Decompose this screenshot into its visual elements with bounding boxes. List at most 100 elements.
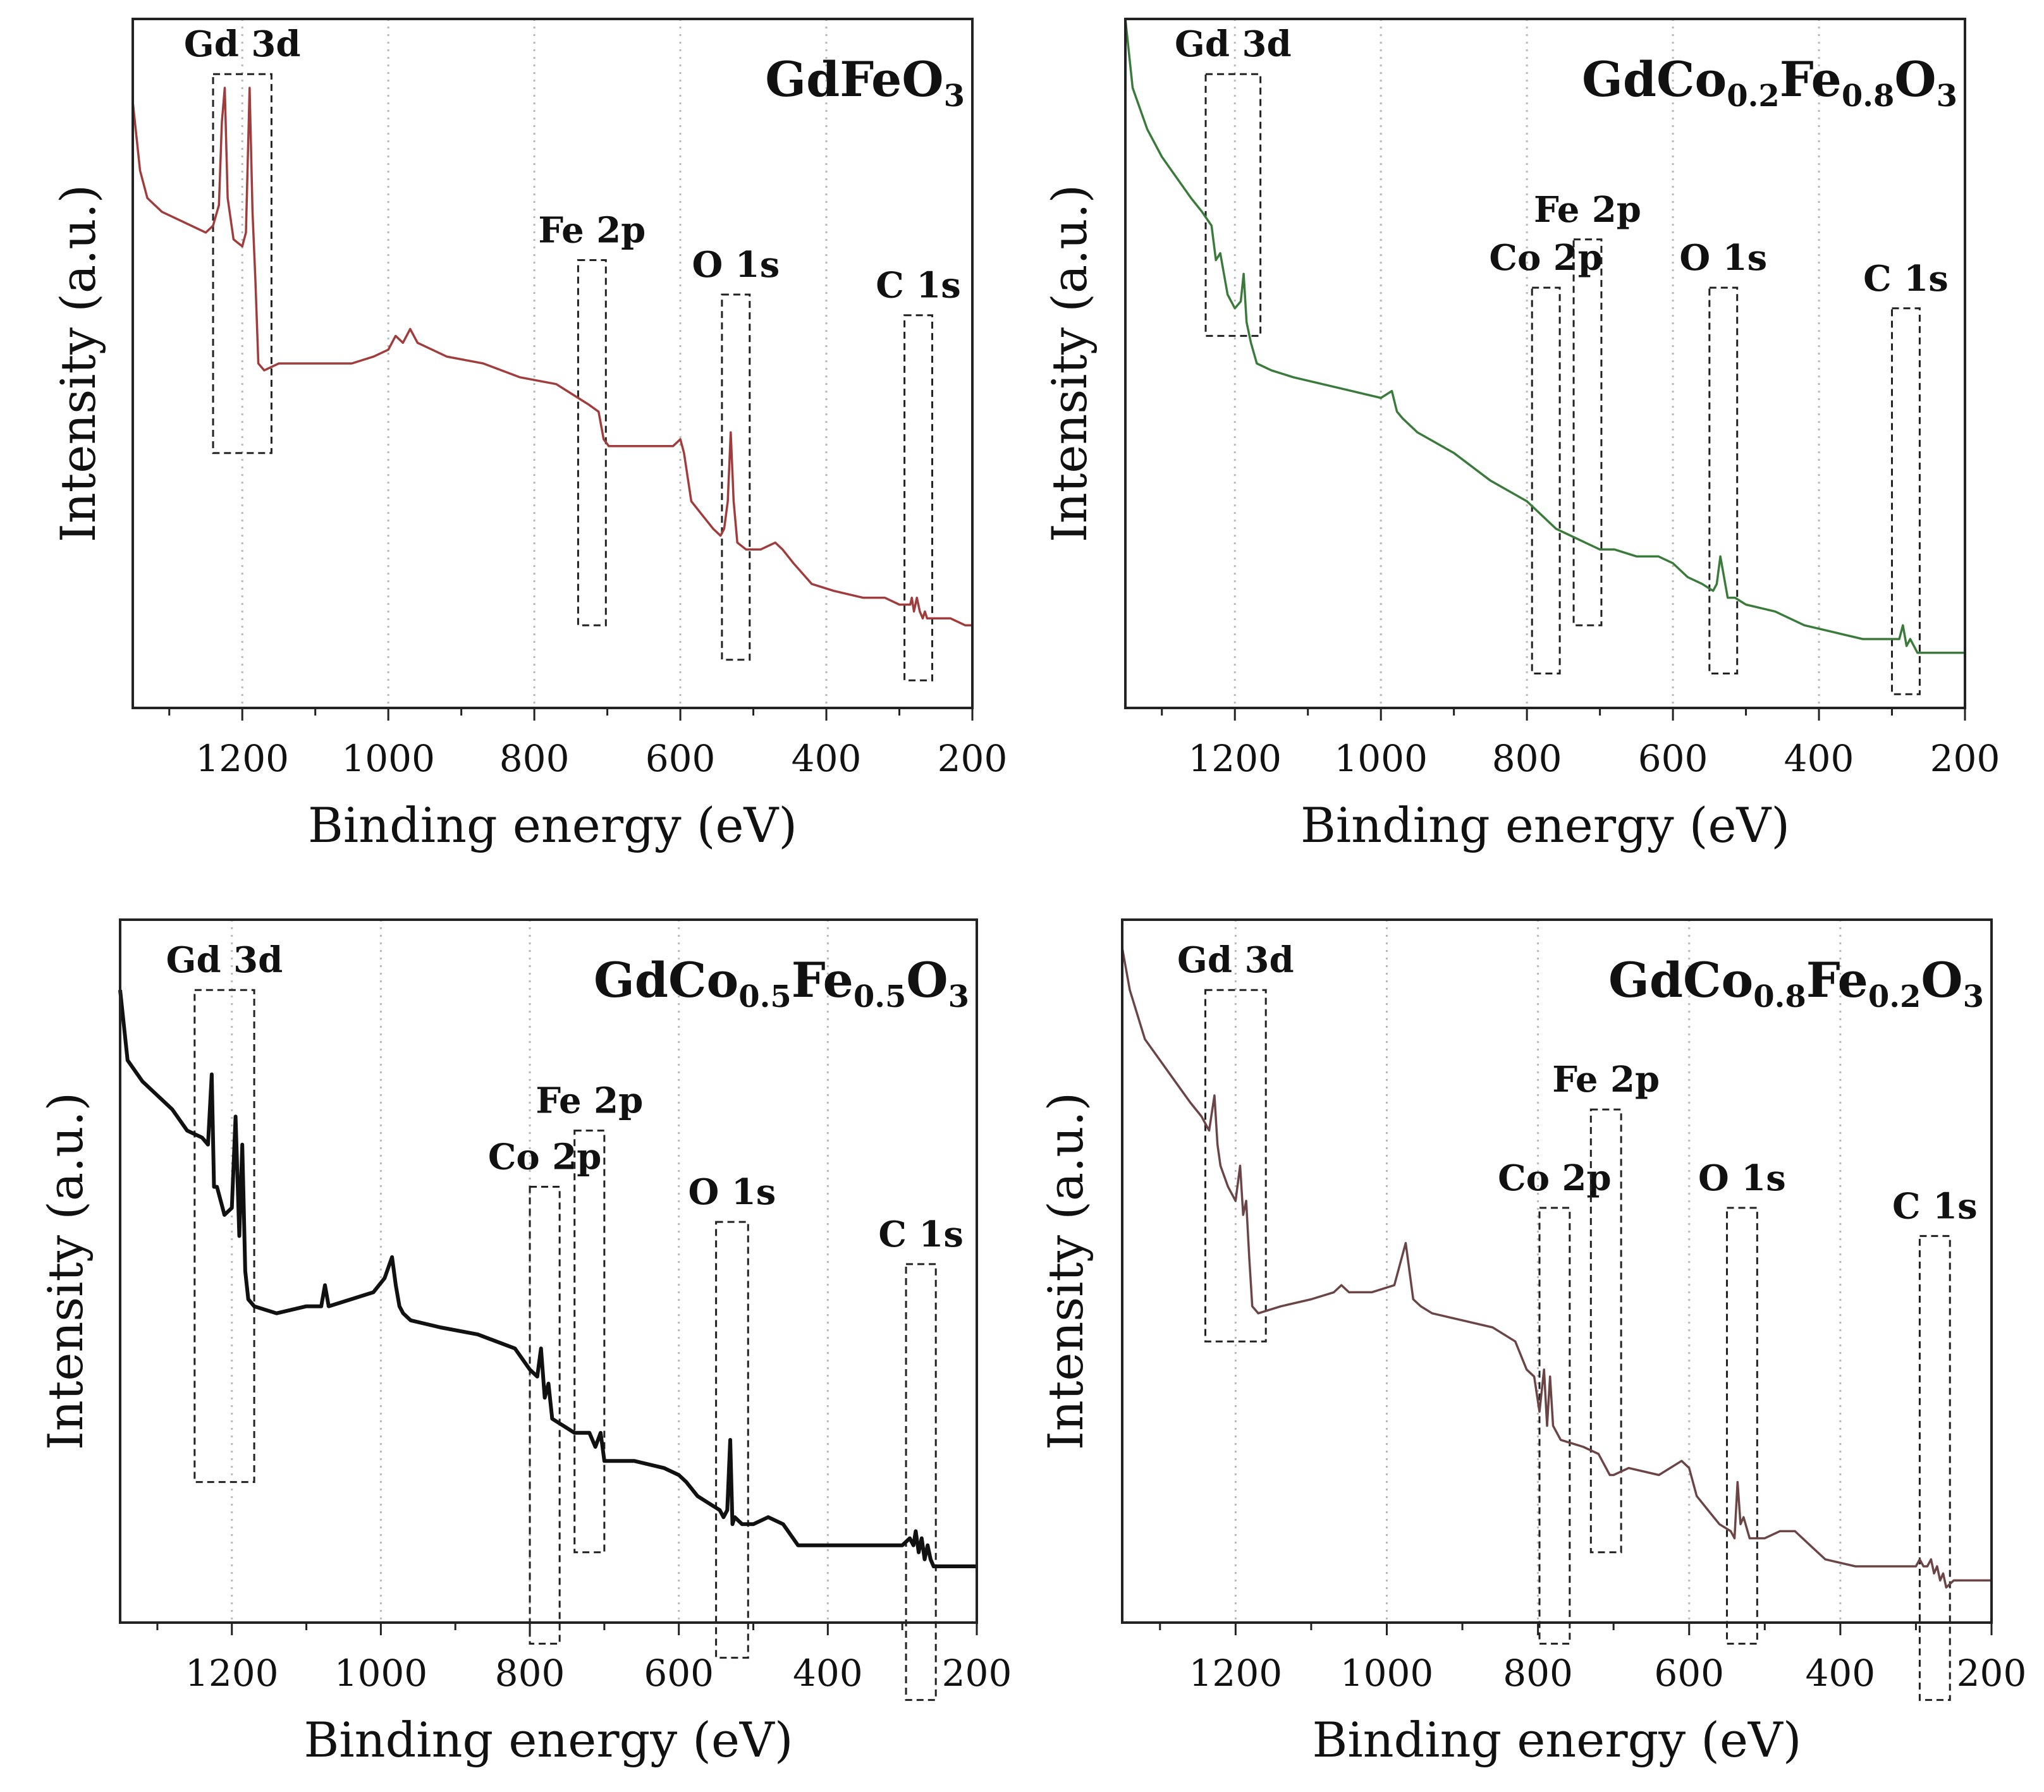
spectrum-line (132, 87, 972, 626)
peak-label: Gd 3d (166, 939, 283, 981)
peak-region-box (193, 989, 255, 1484)
title-part: GdCo (1582, 51, 1727, 107)
title-part: 0.5 (854, 979, 907, 1015)
title-part: Gd (765, 51, 840, 107)
x-tick-label: 1200 (1188, 737, 1282, 780)
x-tick-label: 1000 (1334, 737, 1428, 780)
title-part: 0.5 (738, 979, 792, 1015)
peak-label: O 1s (1679, 237, 1767, 279)
peak-region-box (1204, 73, 1262, 337)
peak-label: Gd 3d (184, 23, 301, 65)
chart-panel-1: Gd 3d Fe 2p O 1s C 1s 1200 1000 800 600 400 200 Bi… (50, 18, 1008, 853)
title-part: O (906, 952, 948, 1008)
x-tick-label: 200 (1930, 737, 2000, 780)
spectrum-line (1124, 18, 1965, 654)
peak-region-box (577, 259, 607, 626)
sample-title: GdFeO3 (765, 51, 965, 114)
title-part: GdCo (1608, 952, 1753, 1008)
title-part: 3 (1937, 78, 1957, 114)
title-part: O (1894, 51, 1936, 107)
x-tick-label: 800 (1503, 1652, 1573, 1695)
peak-label: O 1s (1698, 1157, 1786, 1199)
peak-region-box (1726, 1207, 1758, 1645)
peak-label: C 1s (1892, 1185, 1978, 1227)
x-tick-label: 1000 (1340, 1652, 1434, 1695)
peak-region-box (573, 1130, 606, 1554)
peak-region-box (1572, 238, 1603, 626)
chart-panel-3: Gd 3d Co 2p Fe 2p O 1s C 1s 1200 1000 800 600 400… (37, 918, 1012, 1768)
x-tick-label: 1200 (195, 737, 289, 780)
x-axis-label: Binding energy (eV) (1313, 1712, 1802, 1768)
title-part: O (1921, 952, 1962, 1008)
peak-region-box (1589, 1108, 1622, 1554)
x-tick-label: 400 (1784, 737, 1854, 780)
spectrum-line (118, 989, 977, 1568)
title-part: Fe (792, 952, 854, 1008)
y-axis-label: Intensity (a.u.) (1037, 1092, 1094, 1450)
x-tick-label: 200 (1957, 1652, 2027, 1695)
x-tick-label: 1000 (334, 1652, 428, 1695)
peak-region-box (1538, 1207, 1571, 1645)
x-tick-label: 400 (792, 737, 862, 780)
x-tick-label: 1000 (341, 737, 435, 780)
peak-label: Co 2p (488, 1137, 602, 1178)
title-part: 3 (1963, 979, 1984, 1015)
peak-label: Co 2p (1489, 237, 1603, 279)
peak-region-box (1891, 307, 1921, 695)
x-tick-label: 600 (646, 737, 716, 780)
peak-region-box (903, 314, 933, 681)
peak-region-box (1708, 286, 1739, 675)
title-part: 0.8 (1753, 979, 1806, 1015)
peak-region-box (529, 1186, 561, 1645)
chart-panel-2: Gd 3d Co 2p Fe 2p O 1s C 1s 1200 1000 800 600 400… (1041, 18, 2000, 853)
title-part: 3 (944, 78, 965, 114)
x-tick-label: 200 (938, 737, 1008, 780)
peak-region-box (1918, 1234, 1951, 1701)
peak-label: Fe 2p (1534, 189, 1641, 231)
x-axis-label: Binding energy (eV) (308, 797, 797, 853)
x-tick-label: 200 (942, 1652, 1012, 1695)
chart-panel-4: Gd 3d Co 2p Fe 2p O 1s C 1s 1200 1000 800 600 400… (1037, 918, 2027, 1768)
sample-title: GdCo0.2Fe0.8O3 (1582, 51, 1957, 114)
peak-label: Fe 2p (1552, 1059, 1660, 1100)
peak-region-box (715, 1221, 749, 1659)
plot-frame (1121, 918, 1993, 1624)
title-part: GdCo (594, 952, 738, 1008)
title-part: FeO (840, 51, 943, 107)
x-axis-label: Binding energy (eV) (1300, 797, 1790, 853)
x-tick-label: 400 (1806, 1652, 1876, 1695)
spectrum-line (1121, 948, 1992, 1589)
x-axis-label: Binding energy (eV) (304, 1712, 793, 1768)
peak-label: Gd 3d (1177, 939, 1294, 981)
peak-region-box (721, 293, 751, 661)
y-axis-label: Intensity (a.u.) (1041, 185, 1098, 542)
peak-region-box (1531, 286, 1561, 675)
peak-label: C 1s (1863, 258, 1949, 300)
x-tick-label: 800 (499, 737, 570, 780)
x-tick-label: 600 (1638, 737, 1708, 780)
peak-region-box (212, 73, 272, 454)
x-tick-label: 600 (644, 1652, 714, 1695)
peak-label: Gd 3d (1175, 23, 1292, 65)
peak-label: Fe 2p (535, 1080, 643, 1122)
x-tick-label: 1200 (1189, 1652, 1283, 1695)
y-axis-label: Intensity (a.u.) (37, 1092, 94, 1450)
title-part: Fe (1806, 952, 1868, 1008)
x-tick-label: 800 (495, 1652, 565, 1695)
title-part: 3 (948, 979, 969, 1015)
y-axis-label: Intensity (a.u.) (50, 185, 106, 542)
peak-label: Fe 2p (538, 210, 646, 252)
peak-label: C 1s (876, 265, 961, 307)
plot-frame (119, 918, 978, 1624)
plot-frame (132, 18, 974, 709)
title-part: 0.8 (1842, 78, 1895, 114)
peak-label: O 1s (688, 1171, 776, 1213)
peak-region-box (905, 1263, 937, 1701)
x-tick-label: 1200 (185, 1652, 279, 1695)
plot-frame (1124, 18, 1966, 709)
x-tick-label: 600 (1654, 1652, 1724, 1695)
title-part: 0.2 (1727, 78, 1780, 114)
title-part: 0.2 (1868, 979, 1921, 1015)
